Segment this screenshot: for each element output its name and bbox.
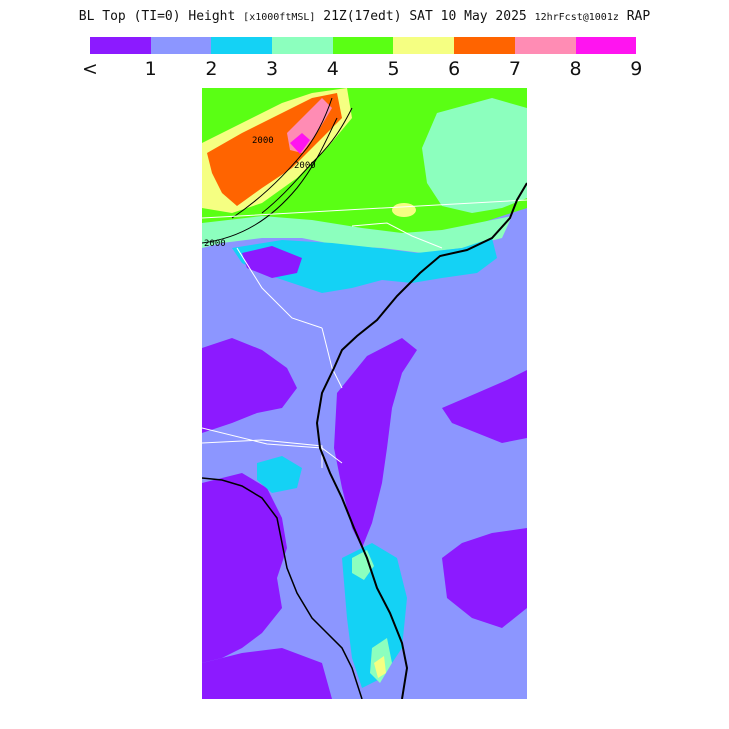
contour-line bbox=[261, 107, 353, 214]
legend-tick-label: 8 bbox=[569, 58, 582, 80]
legend-tick-label: 4 bbox=[326, 58, 339, 80]
legend-tick-label: 9 bbox=[630, 58, 643, 80]
field-low-southeast bbox=[442, 528, 527, 628]
state-border bbox=[202, 199, 527, 468]
legend-swatch-3 bbox=[272, 37, 333, 54]
coastline bbox=[315, 182, 527, 699]
field-low-west bbox=[202, 338, 297, 433]
field-low-south bbox=[202, 648, 332, 699]
contour-line bbox=[231, 97, 333, 219]
legend-swatch-1 bbox=[150, 37, 212, 54]
field-low-east bbox=[442, 370, 527, 443]
legend-tick-label: 3 bbox=[266, 58, 279, 80]
forecast-map: 2000 2000 2000 bbox=[202, 88, 527, 699]
field-2k-gulf bbox=[257, 456, 302, 493]
color-legend bbox=[90, 37, 637, 54]
legend-swatch-7 bbox=[514, 37, 576, 54]
contour-label: 2000 bbox=[294, 161, 316, 171]
contour-line bbox=[202, 117, 338, 244]
color-legend-ticks: <1 2 3 4 5 6 7 8 9 bbox=[0, 58, 729, 82]
field-3k-north bbox=[422, 98, 527, 213]
coastline-gulf bbox=[202, 477, 363, 699]
legend-tick-label: 7 bbox=[508, 58, 521, 80]
title-main: BL Top (TI=0) Height bbox=[78, 9, 236, 24]
legend-tick-label: 6 bbox=[448, 58, 461, 80]
contour-label: 2000 bbox=[204, 239, 226, 249]
field-low-east-central bbox=[334, 338, 417, 548]
legend-swatch-4 bbox=[332, 37, 394, 54]
legend-tick-label: 1 bbox=[144, 58, 157, 80]
legend-swatch-5 bbox=[393, 37, 455, 54]
field-low-north-band bbox=[242, 246, 302, 278]
field-8k-magenta bbox=[290, 133, 310, 154]
field-3k-south bbox=[352, 550, 374, 580]
legend-tick-label: < bbox=[82, 58, 98, 80]
field-2k-band bbox=[232, 238, 497, 293]
title-valid-time: 21Z(17edt) SAT 10 May 2025 bbox=[323, 9, 527, 24]
legend-tick-label: 2 bbox=[205, 58, 218, 80]
field-2k-south bbox=[342, 543, 407, 688]
legend-swatch-6 bbox=[454, 37, 515, 54]
field-5k-south bbox=[374, 656, 386, 678]
chart-title: BL Top (TI=0) Height [x1000ftMSL] 21Z(17… bbox=[0, 9, 729, 24]
legend-swatch-0 bbox=[90, 37, 151, 54]
legend-swatch-8 bbox=[575, 37, 637, 54]
contour-label: 2000 bbox=[252, 136, 274, 146]
title-units: [x1000ftMSL] bbox=[243, 12, 316, 23]
title-forecast: 12hrFcst@1001z bbox=[534, 12, 619, 23]
legend-tick-label: 5 bbox=[387, 58, 400, 80]
field-5k-patch bbox=[392, 203, 416, 217]
field-low-southwest bbox=[202, 473, 287, 663]
title-model: RAP bbox=[626, 9, 651, 24]
legend-swatch-2 bbox=[211, 37, 273, 54]
field-3k-band bbox=[202, 216, 512, 253]
